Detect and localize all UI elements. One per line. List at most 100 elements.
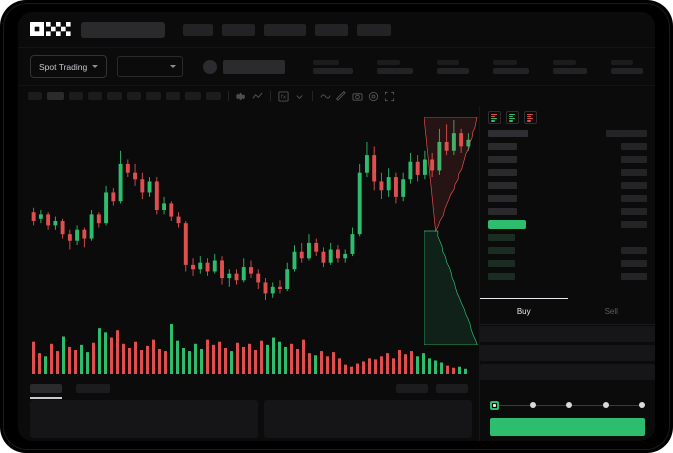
volume-bar: [386, 353, 389, 374]
onboarding-step-5[interactable]: [639, 402, 645, 408]
ob-price: [488, 247, 515, 254]
timeframe-7[interactable]: [146, 92, 161, 100]
indicators-icon[interactable]: fx: [278, 90, 289, 102]
positions-panel[interactable]: [264, 400, 472, 438]
tab-sell-label: Sell: [604, 306, 618, 316]
order-book-panel: Buy Sell: [480, 106, 655, 394]
volume-bar: [80, 344, 83, 374]
timeframe-1[interactable]: [28, 92, 42, 100]
timeframe-4[interactable]: [88, 92, 102, 100]
mode-row: [508, 120, 514, 122]
onboarding-step-1[interactable]: [490, 400, 499, 410]
tab-buy[interactable]: Buy: [480, 298, 568, 324]
drawing-tools-icon[interactable]: [336, 90, 347, 102]
nav-item-3[interactable]: [264, 23, 306, 36]
fullscreen-icon[interactable]: [384, 91, 395, 102]
market-stat-3: [437, 59, 469, 74]
okx-logo[interactable]: [30, 22, 72, 37]
both-sides-mode[interactable]: [488, 111, 501, 124]
candle-body: [379, 181, 384, 191]
timeframe-9[interactable]: [185, 92, 201, 100]
order-price-field[interactable]: [480, 326, 655, 342]
order-book-bid-row[interactable]: [488, 246, 647, 255]
asks-only-mode[interactable]: [524, 111, 537, 124]
chart-action-1[interactable]: [396, 383, 428, 393]
settings-icon[interactable]: [368, 91, 379, 102]
ob-price: [488, 220, 526, 229]
ob-size: [621, 221, 647, 228]
candlestick-chart[interactable]: [18, 106, 480, 314]
volume-bar: [140, 350, 143, 374]
chart-pane[interactable]: [18, 106, 480, 399]
bids-only-mode[interactable]: [506, 111, 519, 124]
main-content: Buy Sell: [18, 106, 655, 399]
timeframe-2[interactable]: [47, 92, 64, 100]
order-book-ask-row[interactable]: [488, 155, 647, 164]
tab-buy-label: Buy: [516, 307, 531, 316]
candle-body: [422, 159, 427, 175]
volume-bar: [56, 351, 59, 374]
order-book-ask-row[interactable]: [488, 168, 647, 177]
wave-chart-icon[interactable]: [320, 91, 331, 102]
candlestick-chart-icon[interactable]: [236, 91, 247, 102]
onboarding-step-2[interactable]: [529, 402, 536, 408]
order-book-bid-row[interactable]: [488, 259, 647, 268]
order-book-ask-row[interactable]: [488, 207, 647, 216]
ob-price: [488, 195, 517, 202]
line-chart-icon[interactable]: [252, 91, 263, 102]
candle-body: [96, 214, 101, 224]
onboarding-step-4[interactable]: [602, 402, 609, 408]
timeframe-6[interactable]: [127, 92, 141, 100]
timeframe-8[interactable]: [166, 92, 180, 100]
nav-item-2[interactable]: [222, 23, 255, 36]
order-book-ask-row[interactable]: [488, 181, 647, 190]
orders-section: [18, 394, 480, 441]
tab-sell[interactable]: Sell: [568, 298, 656, 324]
pair-select-dropdown[interactable]: [117, 56, 183, 77]
volume-bar: [332, 352, 335, 374]
volume-bar: [146, 345, 149, 374]
primary-cta-button[interactable]: [490, 418, 645, 436]
chart-tab-1[interactable]: [30, 383, 62, 399]
market-stat-value: [611, 67, 643, 74]
order-book-bid-row[interactable]: [488, 272, 647, 281]
timeframe-3[interactable]: [69, 92, 83, 100]
order-book-last-price[interactable]: [488, 220, 647, 229]
toolbar-divider: [270, 91, 271, 101]
onboarding-step-3[interactable]: [566, 402, 572, 408]
nav-item-1[interactable]: [183, 23, 213, 36]
chart-action-2[interactable]: [436, 383, 468, 393]
timeframe-5[interactable]: [107, 92, 122, 100]
order-book-ask-row[interactable]: [488, 194, 647, 203]
volume-bar: [176, 340, 179, 374]
volume-bar: [392, 358, 395, 374]
spot-trading-selector[interactable]: Spot Trading: [30, 55, 108, 78]
chart-tab-2[interactable]: [76, 383, 110, 393]
candle-body: [154, 181, 159, 210]
global-search-input[interactable]: [81, 21, 165, 38]
pair-avatar: [203, 59, 217, 74]
nav-item-4[interactable]: [315, 23, 348, 36]
order-book-rows: [480, 128, 655, 281]
candle-body: [191, 264, 195, 270]
nav-item-5[interactable]: [357, 23, 391, 36]
order-book-ask-row[interactable]: [488, 142, 647, 151]
candle-body: [314, 242, 319, 252]
volume-bar: [260, 340, 263, 374]
order-book-header[interactable]: [488, 129, 647, 138]
ob-price: [488, 156, 517, 163]
orders-panel[interactable]: [30, 400, 258, 438]
ob-price: [488, 260, 515, 267]
order-total-field[interactable]: [480, 364, 655, 380]
volume-bar: [338, 358, 341, 374]
camera-icon[interactable]: [352, 91, 363, 102]
candle-body: [198, 262, 203, 270]
chevron-down-icon[interactable]: [294, 91, 305, 102]
order-amount-field[interactable]: [480, 345, 655, 361]
order-book-bid-row[interactable]: [488, 233, 647, 242]
candle-body: [176, 216, 181, 224]
timeframe-10[interactable]: [206, 92, 221, 100]
volume-bar: [428, 358, 431, 374]
candle-body: [372, 155, 377, 182]
candle-body: [162, 203, 167, 210]
